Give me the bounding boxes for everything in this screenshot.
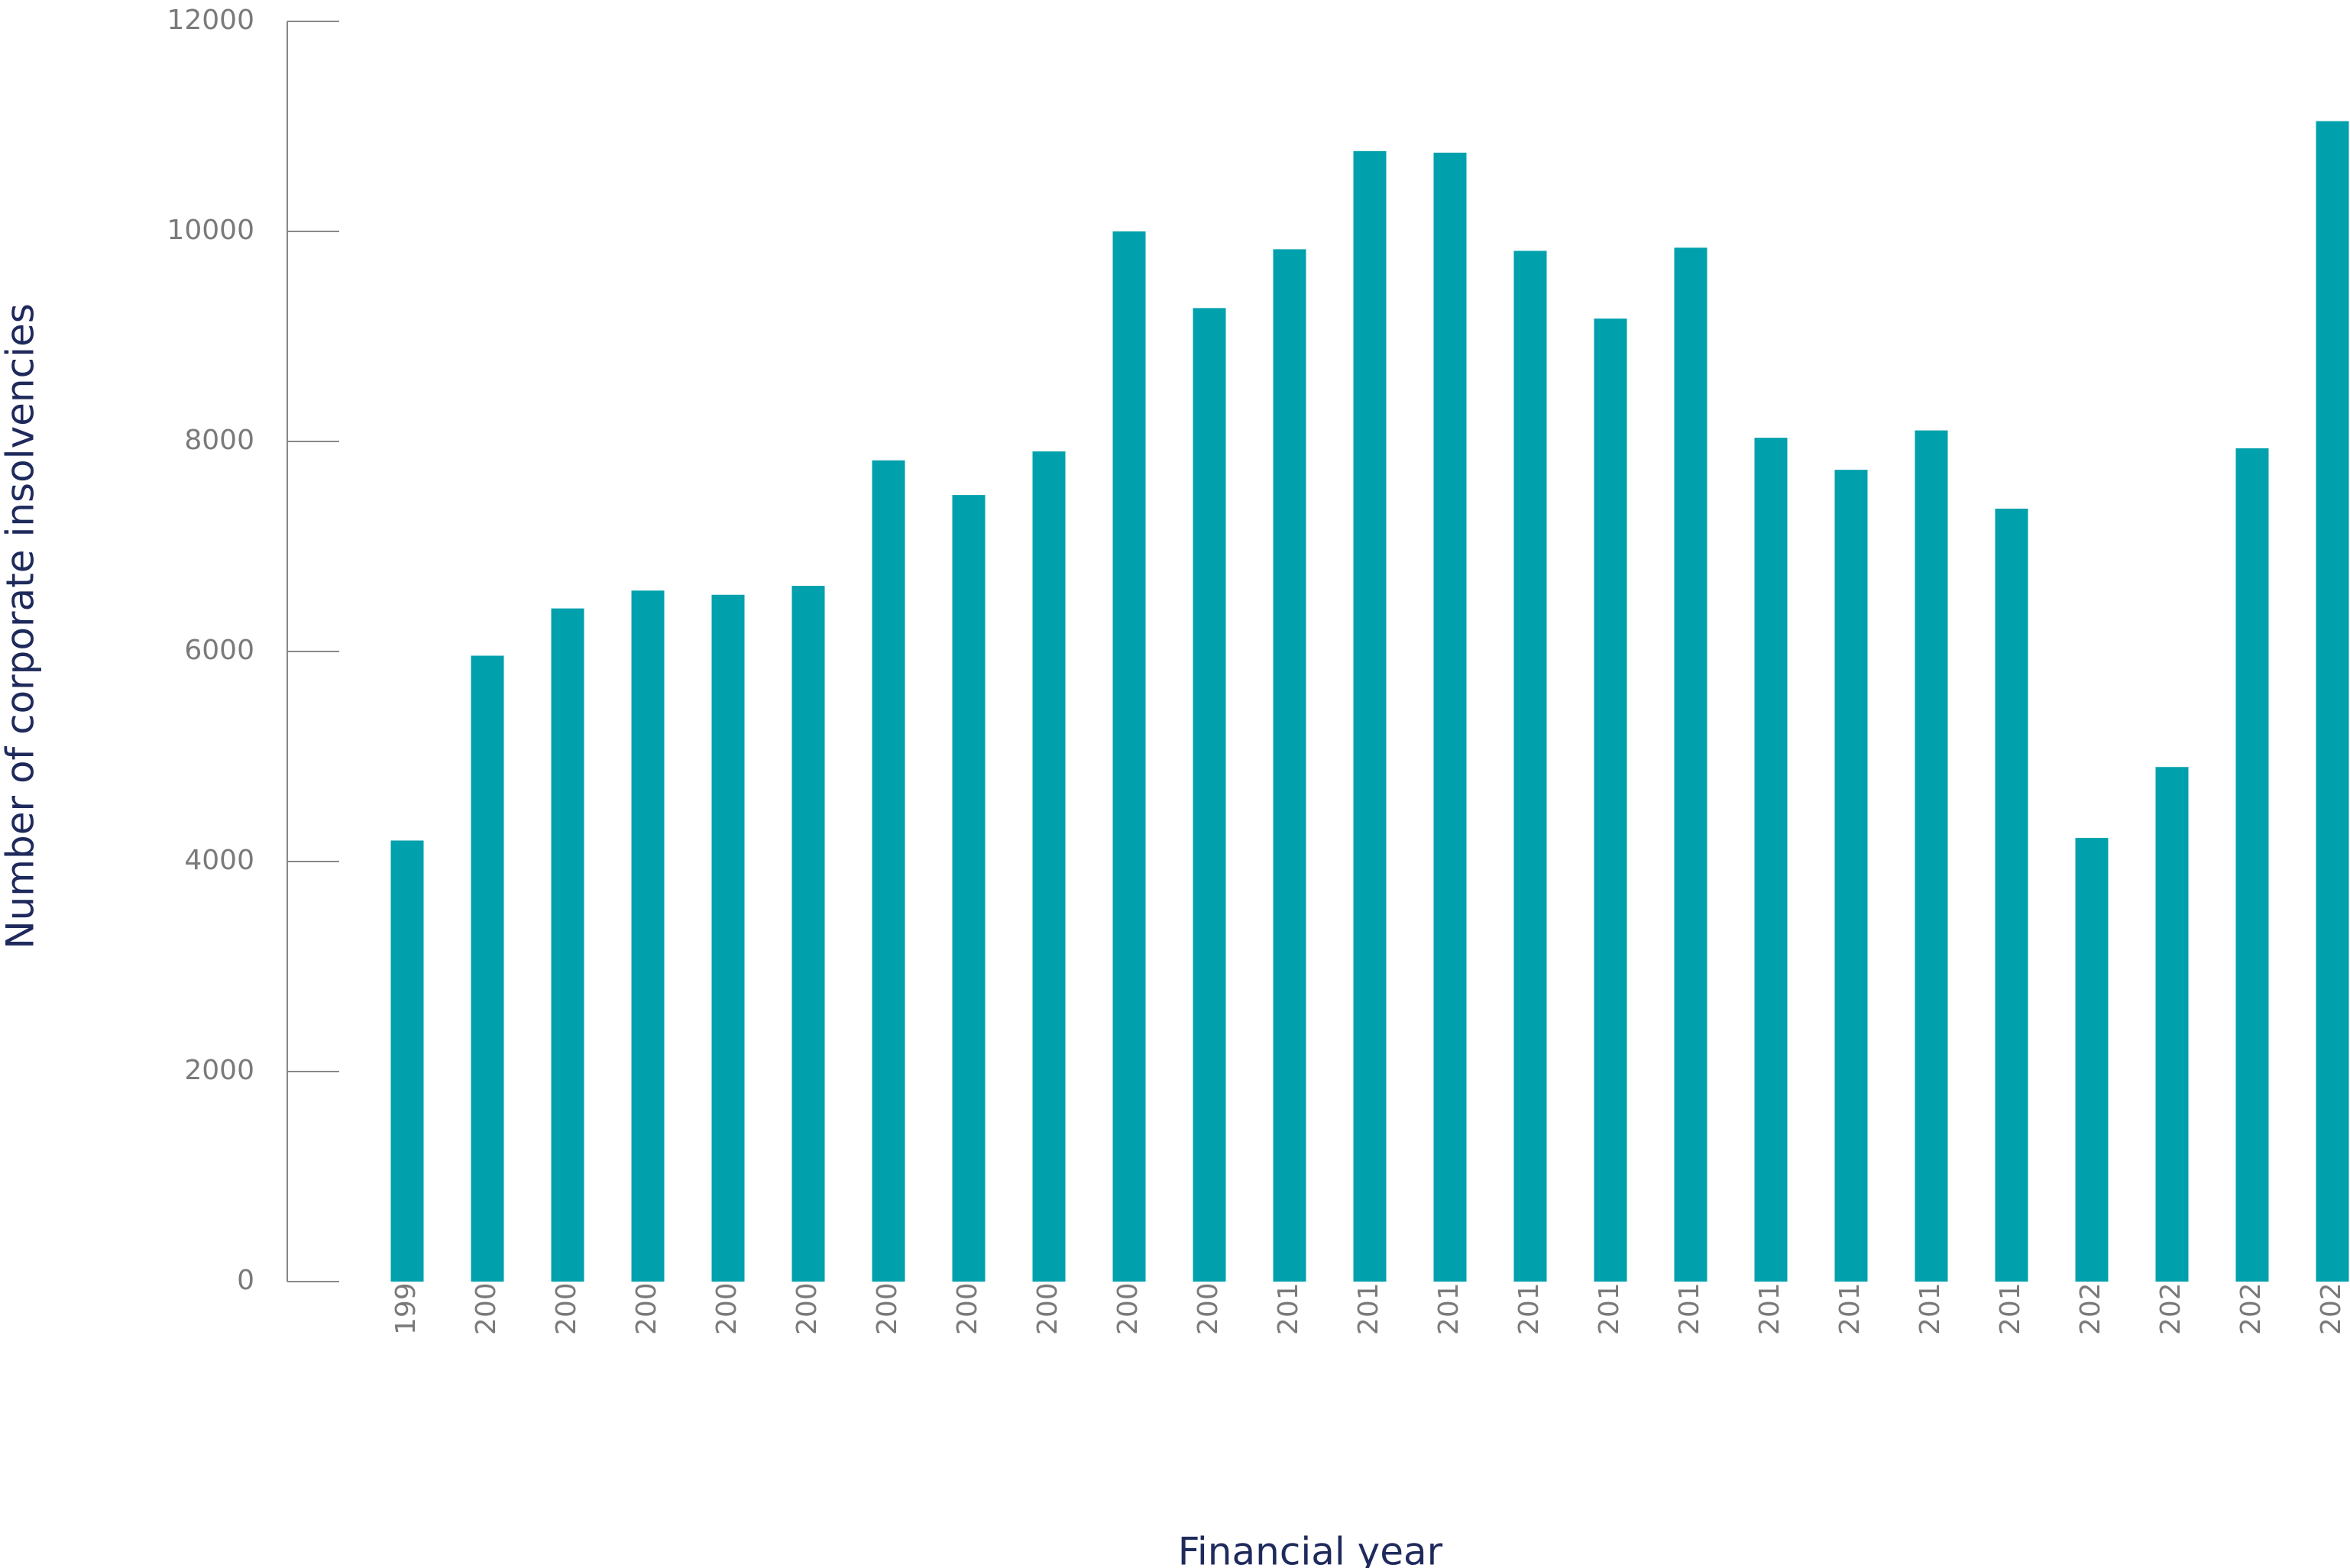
bar <box>791 586 825 1282</box>
bar <box>1995 509 2028 1282</box>
bar <box>1032 451 1066 1282</box>
y-tick-label: 6000 <box>184 635 254 666</box>
bar <box>471 655 504 1282</box>
bar <box>1193 308 1226 1282</box>
y-tick-label: 10000 <box>167 215 254 246</box>
bar <box>631 590 665 1282</box>
bar <box>2235 448 2269 1282</box>
bar <box>1112 231 1146 1282</box>
bar <box>952 495 986 1282</box>
bar <box>551 608 584 1282</box>
bar <box>2316 121 2349 1282</box>
bar <box>1754 438 1788 1282</box>
bar <box>1594 318 1627 1282</box>
y-tick-label: 2000 <box>184 1055 254 1086</box>
bar <box>2075 838 2109 1282</box>
bar <box>1433 152 1467 1282</box>
bar <box>1273 249 1306 1282</box>
y-axis-title: Number of corporate insolvencies <box>0 303 43 949</box>
y-tick-label: 8000 <box>184 425 254 456</box>
bar <box>1915 430 1948 1282</box>
bar <box>390 840 424 1282</box>
bar <box>2155 767 2189 1282</box>
bar <box>1353 150 1387 1282</box>
bar <box>1674 247 1707 1282</box>
bar <box>1834 470 1868 1282</box>
bar <box>711 594 745 1282</box>
y-tick-label: 0 <box>237 1265 254 1296</box>
bar <box>872 460 905 1282</box>
bar <box>1513 251 1547 1282</box>
x-axis-title: Financial year <box>1178 1530 1443 1568</box>
y-tick-label: 12000 <box>167 5 254 36</box>
y-tick-label: 4000 <box>184 845 254 876</box>
